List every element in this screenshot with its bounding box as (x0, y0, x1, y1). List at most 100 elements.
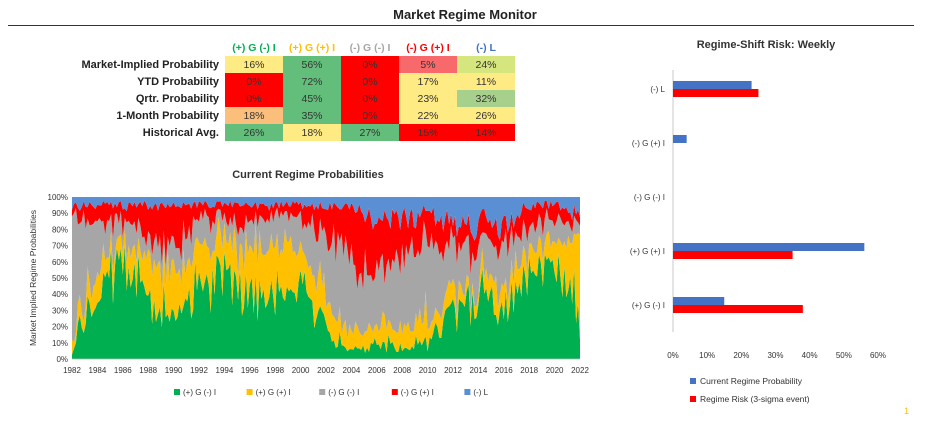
area-series-0 (72, 245, 580, 359)
legend-label-0: (+) G (-) I (183, 388, 216, 397)
table-cell: 0% (341, 90, 399, 107)
legend-label-3: (-) G (+) I (401, 388, 434, 397)
table-cell: 14% (457, 124, 515, 141)
x-tick-label: 2002 (317, 366, 335, 375)
table-cell: 35% (283, 107, 341, 124)
x-tick-label: 1992 (190, 366, 208, 375)
table-cell: 22% (399, 107, 457, 124)
x-tick-label: 1982 (63, 366, 81, 375)
table-cell: 18% (283, 124, 341, 141)
regime-probability-table: (+) G (-) I (+) G (+) I (-) G (-) I (-) G (… (64, 39, 515, 141)
table-header-1: (+) G (+) I (288, 41, 336, 54)
x-tick-label: 1996 (241, 366, 259, 375)
table-cell: 0% (341, 73, 399, 90)
category-label: (-) L (650, 85, 665, 94)
table-row: Market-Implied Probability 16% 56% 0% 5% 24% (64, 56, 515, 73)
table-cell: 5% (399, 56, 457, 73)
table-cell: 72% (283, 73, 341, 90)
page-marker: 1 (904, 406, 910, 416)
y-tick-label: 50% (52, 274, 68, 283)
table-cell: 45% (283, 90, 341, 107)
x-tick-label: 2006 (368, 366, 386, 375)
regime-probabilities-chart: Current Regime Probabilities Market Impli… (28, 169, 589, 397)
table-cell: 23% (399, 90, 457, 107)
legend-label-1: (+) G (+) I (256, 388, 291, 397)
category-label: (+) G (-) I (632, 301, 665, 310)
chart-title: Regime-Shift Risk: Weekly (697, 39, 836, 51)
table-cell: 0% (341, 107, 399, 124)
table-row: 1-Month Probability 18% 35% 0% 22% 26% (64, 107, 515, 124)
table-header-2: (-) G (-) I (349, 41, 391, 54)
bar-0-1 (673, 135, 687, 143)
x-tick-label: 40% (802, 351, 818, 360)
y-tick-label: 70% (52, 242, 68, 251)
table-cell: 27% (341, 124, 399, 141)
y-tick-label: 20% (52, 323, 68, 332)
table-cell: 0% (225, 90, 283, 107)
legend-swatch-0 (690, 378, 696, 384)
x-tick-label: 0% (667, 351, 679, 360)
x-tick-label: 20% (733, 351, 749, 360)
table-cell: 0% (341, 56, 399, 73)
x-tick-label: 2010 (419, 366, 437, 375)
table-cell: 11% (457, 73, 515, 90)
x-tick-label: 1998 (266, 366, 284, 375)
bar-0-4 (673, 297, 725, 305)
area-series-4 (72, 197, 580, 241)
legend-swatch-1 (246, 389, 253, 395)
bar-1-0 (673, 89, 759, 97)
x-tick-label: 2016 (495, 366, 513, 375)
table-cell: 24% (457, 56, 515, 73)
row-label: 1-Month Probability (116, 109, 219, 122)
page-title: Market Regime Monitor (393, 7, 537, 22)
legend-label-1: Regime Risk (3-sigma event) (700, 394, 810, 404)
x-tick-label: 2008 (393, 366, 411, 375)
area-series-3 (72, 200, 580, 291)
legend-label-0: Current Regime Probability (700, 376, 803, 386)
table-header-row: (+) G (-) I (+) G (+) I (-) G (-) I (-) G (… (64, 39, 515, 56)
table-cell: 56% (283, 56, 341, 73)
table-cell: 18% (225, 107, 283, 124)
table-cell: 0% (225, 73, 283, 90)
row-label: Market-Implied Probability (81, 58, 219, 71)
x-tick-label: 50% (836, 351, 852, 360)
x-tick-label: 2022 (571, 366, 589, 375)
table-cell: 26% (225, 124, 283, 141)
table-cell: 26% (457, 107, 515, 124)
x-tick-label: 1990 (165, 366, 183, 375)
y-tick-label: 60% (52, 258, 68, 267)
row-label: Qrtr. Probability (135, 92, 219, 105)
table-row: YTD Probability 0% 72% 0% 17% 11% (64, 73, 515, 90)
y-tick-label: 100% (48, 193, 68, 202)
area-series-1 (72, 217, 580, 355)
x-tick-label: 30% (767, 351, 783, 360)
chart-title: Current Regime Probabilities (232, 169, 384, 181)
x-tick-label: 1984 (89, 366, 107, 375)
legend-label-2: (-) G (-) I (328, 388, 359, 397)
x-tick-label: 2000 (292, 366, 310, 375)
bar-0-0 (673, 81, 752, 89)
table-header-4: (-) L (476, 41, 496, 54)
bar-1-3 (673, 251, 793, 259)
table-cell: 16% (225, 56, 283, 73)
legend-swatch-1 (690, 396, 696, 402)
y-tick-label: 30% (52, 306, 68, 315)
y-tick-label: 40% (52, 290, 68, 299)
bar-0-3 (673, 243, 865, 251)
y-tick-label: 80% (52, 225, 68, 234)
area-series-2 (72, 207, 580, 343)
row-label: Historical Avg. (142, 126, 219, 139)
y-tick-label: 0% (56, 355, 68, 364)
x-tick-label: 2014 (470, 366, 488, 375)
table-cell: 15% (399, 124, 457, 141)
table-header-0: (+) G (-) I (232, 41, 276, 54)
x-tick-label: 2012 (444, 366, 462, 375)
legend-swatch-2 (319, 389, 326, 395)
x-tick-label: 1986 (114, 366, 132, 375)
legend-swatch-0 (174, 389, 180, 395)
legend-swatch-3 (391, 389, 398, 395)
x-tick-label: 2004 (343, 366, 361, 375)
y-axis-label: Market Implied Regime Probabilities (28, 210, 38, 346)
y-tick-label: 10% (52, 339, 68, 348)
x-tick-label: 10% (699, 351, 715, 360)
